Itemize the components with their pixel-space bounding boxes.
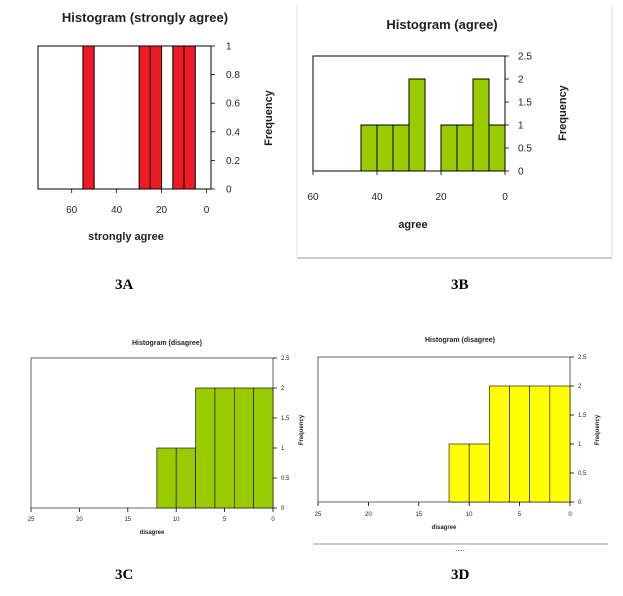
x-tick-label-3d-3: 10 [466,512,473,518]
chart-title-3d: Histogram (disagree) [425,337,495,344]
bar-3b-5 [456,124,474,172]
y-tick-label-3c-3: 1.5 [281,416,290,422]
bar-3c-3 [214,387,235,509]
bar-3a-3 [172,45,185,190]
bar-3c-0 [156,447,177,509]
x-tick-label-3c-4: 5 [223,517,227,523]
figure-label-3d: 3D [451,567,470,583]
y-tick-label-3b-5: 2.5 [518,52,532,63]
y-axis-label-3b: Frequency [557,84,569,141]
y-tick-label-3c-5: 2.5 [281,356,290,362]
x-tick-label-3a-3: 0 [204,205,210,216]
bar-3a-2 [149,45,163,190]
x-tick-label-3c-0: 25 [28,517,35,523]
chart-title-3c: Histogram (disagree) [132,340,202,347]
bar-3b-3 [408,78,426,172]
x-tick-label-3a-1: 40 [111,205,123,216]
x-tick-label-3b-0: 60 [307,192,319,203]
x-tick-label-3c-1: 20 [76,517,83,523]
bar-3a-1 [138,45,151,190]
x-tick-label-3b-2: 20 [435,192,447,203]
y-tick-label-3b-1: 0.5 [518,144,532,155]
y-axis-label-3d: Frequency [595,414,601,445]
y-tick-label-3b-0: 0 [518,167,524,178]
y-tick-label-3d-5: 2.5 [578,355,587,361]
y-tick-label-3c-4: 2 [281,386,285,392]
x-tick-label-3a-0: 60 [66,205,78,216]
bar-3d-0 [448,443,470,503]
y-tick-label-3b-4: 2 [518,75,524,86]
x-tick-label-3d-4: 5 [518,512,522,518]
y-axis-label-3a: Frequency [263,89,275,146]
y-tick-label-3c-0: 0 [281,506,285,512]
y-tick-label-3d-2: 1 [578,442,582,448]
bar-3c-1 [175,447,196,509]
bar-3b-6 [472,78,490,172]
x-tick-label-3c-5: 0 [271,517,275,523]
y-tick-label-3a-4: 0.8 [226,70,240,81]
bar-3a-0 [82,45,95,190]
bar-3d-3 [509,385,530,503]
y-tick-label-3c-1: 0.5 [281,476,290,482]
bar-3b-2 [392,124,410,172]
y-tick-label-3d-4: 2 [578,384,582,390]
bar-3c-4 [233,387,254,509]
panel-d-dots: .... [455,543,465,553]
y-tick-label-3a-0: 0 [226,185,232,196]
x-tick-label-3b-1: 40 [371,192,383,203]
y-axis-label-3c: Frequency [299,414,305,445]
bar-3c-2 [195,387,216,509]
y-tick-label-3d-3: 1.5 [578,413,587,419]
bar-3d-5 [549,385,571,503]
chart-title-3b: Histogram (agree) [386,17,497,32]
bar-3d-4 [529,385,551,503]
y-tick-label-3d-1: 0.5 [578,471,587,477]
x-axis-label-3c: disagree [140,530,165,536]
y-tick-label-3a-5: 1 [226,42,232,53]
bar-3b-1 [376,124,394,172]
x-tick-label-3c-3: 10 [173,517,180,523]
x-tick-label-3d-1: 20 [365,512,372,518]
y-tick-label-3d-0: 0 [578,500,582,506]
x-tick-label-3a-2: 20 [156,205,168,216]
figure-label-3c: 3C [115,567,134,583]
bar-3b-7 [488,124,506,172]
figure-label-3a: 3A [115,277,134,293]
x-axis-label-3a: strongly agree [88,231,164,243]
bar-3c-5 [253,387,274,509]
y-tick-label-3b-3: 1.5 [518,98,532,109]
y-tick-label-3c-2: 1 [281,446,285,452]
x-axis-label-3d: disagree [432,525,457,531]
y-tick-label-3a-3: 0.6 [226,99,240,110]
bar-3a-4 [183,45,196,190]
bar-3b-0 [360,124,378,172]
figure-label-3b: 3B [451,277,469,293]
x-tick-label-3d-5: 0 [568,512,572,518]
x-tick-label-3c-2: 15 [124,517,131,523]
y-tick-label-3a-1: 0.2 [226,156,240,167]
bar-3d-2 [489,385,510,503]
bar-3b-4 [440,124,458,172]
x-tick-label-3b-3: 0 [502,192,508,203]
y-tick-label-3a-2: 0.4 [226,127,240,138]
x-tick-label-3d-0: 25 [315,512,322,518]
x-tick-label-3d-2: 15 [415,512,422,518]
y-tick-label-3b-2: 1 [518,121,524,132]
chart-title-3a: Histogram (strongly agree) [62,10,228,25]
bar-3d-1 [468,443,490,503]
x-axis-label-3b: agree [398,219,427,231]
